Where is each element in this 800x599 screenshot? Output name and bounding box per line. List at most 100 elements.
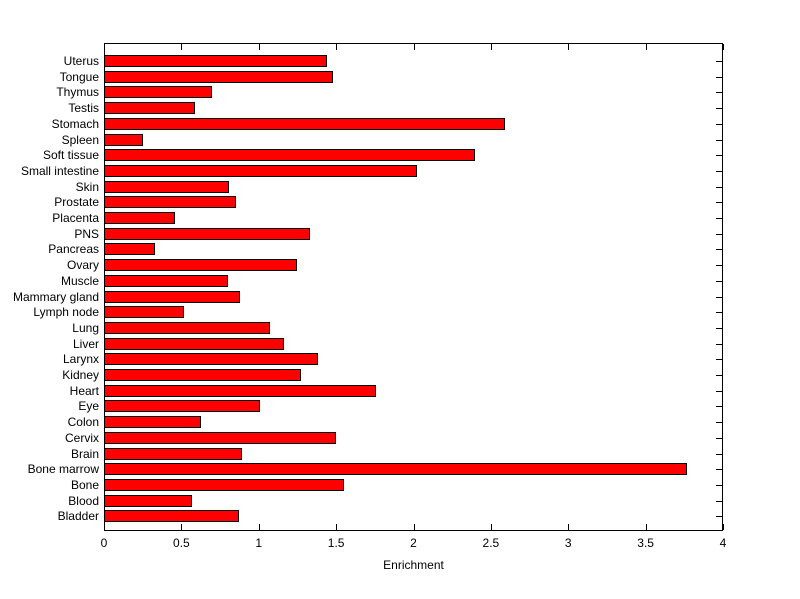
right-y-tick [716, 61, 722, 62]
y-tick-label: Liver [72, 336, 99, 351]
right-y-tick [716, 123, 722, 125]
right-y-tick [716, 453, 722, 455]
right-y-tick [716, 375, 722, 376]
y-tick-label: Larynx [62, 352, 99, 367]
y-tick-label: Testis [68, 101, 99, 116]
right-y-tick [716, 327, 722, 329]
bar [104, 384, 376, 397]
x-tick-label: 0 [100, 536, 108, 550]
right-y-tick [716, 139, 722, 141]
x-tick-label: 3 [564, 536, 572, 550]
y-tick-label: Bone [70, 477, 99, 492]
x-tick-label: 0.5 [173, 536, 190, 550]
bar [104, 196, 236, 209]
y-tick-label: Placenta [52, 211, 99, 225]
y-tick-label: Bladder [57, 509, 99, 524]
y-tick-label: Eye [78, 399, 99, 414]
right-y-tick [716, 359, 722, 361]
x-tick [490, 524, 492, 530]
bar [104, 463, 687, 476]
y-tick-label: Stomach [51, 116, 99, 131]
bar [104, 149, 475, 162]
y-tick-label: Kidney [62, 368, 99, 382]
y-tick-label: Cervix [64, 430, 99, 445]
right-y-tick [716, 312, 722, 314]
right-y-tick [716, 233, 722, 235]
bar [104, 70, 333, 83]
bar [104, 274, 228, 287]
bar [104, 478, 344, 491]
top-x-tick [645, 44, 647, 50]
right-y-tick [716, 92, 722, 94]
right-y-tick [716, 265, 722, 267]
y-tick-label: PNS [74, 226, 99, 241]
y-tick-label: Heart [69, 383, 99, 398]
bar [104, 180, 229, 193]
right-y-tick [716, 422, 722, 424]
bar [104, 400, 260, 413]
right-y-tick [716, 469, 722, 471]
bar [104, 86, 212, 99]
bar [104, 227, 310, 240]
bar [104, 55, 327, 67]
y-tick-label: Pancreas [48, 242, 99, 257]
bar [104, 369, 301, 381]
bar [104, 117, 505, 130]
x-tick [336, 524, 338, 530]
bar [104, 306, 184, 319]
x-tick-label: 4 [719, 536, 727, 550]
y-tick-label: Muscle [60, 273, 99, 288]
bar [104, 416, 201, 429]
bar [104, 212, 175, 224]
right-y-tick [716, 108, 722, 110]
right-y-tick [716, 186, 722, 188]
top-x-tick [490, 44, 492, 50]
x-tick-label: 1 [255, 536, 263, 550]
top-x-tick [336, 44, 338, 50]
x-tick [723, 524, 724, 530]
bar [104, 290, 240, 303]
bar [104, 164, 417, 177]
right-y-tick [716, 280, 722, 282]
x-tick [104, 524, 105, 530]
right-y-tick [716, 484, 722, 486]
y-tick-label: Tongue [59, 69, 99, 84]
right-y-tick [716, 76, 722, 78]
right-y-tick [716, 170, 722, 172]
x-axis-label: Enrichment [383, 558, 444, 572]
right-y-tick [716, 406, 722, 408]
bar [104, 431, 336, 444]
y-tick-label: Small intestine [20, 163, 99, 178]
y-tick-label: Spleen [61, 132, 99, 147]
x-tick-label: 3.5 [637, 536, 654, 550]
right-y-tick [716, 390, 722, 392]
bar [104, 337, 284, 350]
top-x-tick [258, 44, 260, 50]
bar [104, 494, 192, 507]
bar [104, 102, 195, 115]
bar [104, 243, 155, 256]
y-tick-label: Lymph node [33, 305, 99, 320]
right-y-tick [716, 296, 722, 298]
bar [104, 510, 239, 523]
top-x-tick [568, 44, 570, 50]
y-tick-label: Uterus [63, 54, 99, 68]
right-y-tick [716, 249, 722, 251]
bar [104, 353, 318, 366]
x-tick [645, 524, 647, 530]
right-y-tick [716, 437, 722, 439]
top-x-tick [104, 44, 105, 50]
right-y-tick [716, 343, 722, 345]
y-tick-label: Colon [67, 415, 99, 430]
y-tick-label: Lung [72, 320, 99, 335]
y-tick-label: Mammary gland [12, 289, 99, 304]
x-tick-label: 2 [410, 536, 417, 550]
x-tick-label: 1.5 [327, 536, 345, 550]
right-y-tick [716, 516, 722, 518]
x-tick-label: 2.5 [482, 536, 500, 550]
y-tick-label: Blood [68, 493, 99, 508]
top-x-tick [181, 44, 183, 50]
y-tick-label: Brain [70, 446, 99, 461]
y-tick-label: Skin [75, 179, 99, 194]
bar [104, 447, 242, 460]
